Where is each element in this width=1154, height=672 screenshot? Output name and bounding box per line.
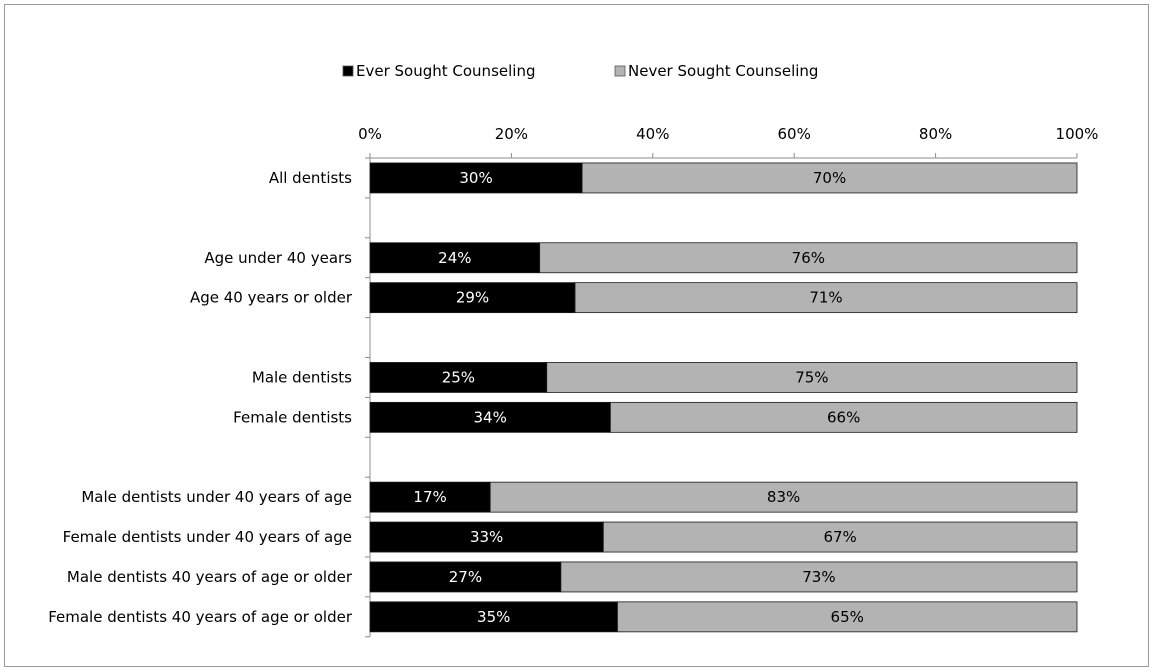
x-tick-label: 0% bbox=[358, 125, 382, 143]
legend: Ever Sought Counseling Never Sought Couns… bbox=[342, 62, 818, 80]
legend-label-2: Never Sought Counseling bbox=[628, 62, 818, 80]
bars: 30% 70% 24% 76% 29% 71% 25% 75% 34% 66% 17% 83% 33% 6… bbox=[369, 162, 1078, 633]
chart-frame bbox=[4, 4, 1149, 667]
data-label: 73% bbox=[802, 568, 835, 586]
bar-segment-ever bbox=[369, 521, 604, 553]
bar-segment-never bbox=[617, 601, 1078, 633]
category-label: Male dentists bbox=[252, 368, 352, 386]
bar-segment-never bbox=[489, 481, 1078, 513]
data-label: 27% bbox=[449, 568, 482, 586]
data-label: 33% bbox=[470, 528, 503, 546]
bar-segment-never bbox=[539, 242, 1078, 274]
data-label: 71% bbox=[809, 289, 842, 307]
x-tick-label: 80% bbox=[919, 125, 952, 143]
bar-segment-never bbox=[560, 561, 1078, 593]
data-label: 17% bbox=[413, 488, 446, 506]
x-tick-label: 100% bbox=[1056, 125, 1099, 143]
category-label: Female dentists under 40 years of age bbox=[63, 528, 352, 546]
bar-segment-ever bbox=[369, 242, 541, 274]
data-label: 76% bbox=[792, 249, 825, 267]
bar-segment-ever bbox=[369, 401, 611, 433]
bar-segment-never bbox=[581, 162, 1078, 194]
data-label: 65% bbox=[831, 608, 864, 626]
x-axis: 0% 20% 40% 60% 80% 100% bbox=[358, 125, 1099, 159]
data-label: 83% bbox=[767, 488, 800, 506]
data-label: 29% bbox=[456, 289, 489, 307]
legend-swatch-1 bbox=[342, 65, 354, 77]
category-label: Male dentists under 40 years of age bbox=[81, 488, 352, 506]
category-label: Female dentists 40 years of age or older bbox=[48, 608, 353, 626]
data-label: 66% bbox=[827, 408, 860, 426]
category-label: All dentists bbox=[269, 169, 352, 187]
category-label: Female dentists bbox=[233, 408, 352, 426]
category-label: Male dentists 40 years of age or older bbox=[67, 568, 353, 586]
data-label: 24% bbox=[438, 249, 471, 267]
bar-segment-ever bbox=[369, 601, 618, 633]
data-label: 67% bbox=[823, 528, 856, 546]
data-label: 30% bbox=[459, 169, 492, 187]
x-tick-label: 40% bbox=[636, 125, 669, 143]
bar-segment-never bbox=[546, 362, 1078, 393]
legend-label-1: Ever Sought Counseling bbox=[356, 62, 535, 80]
bar-segment-never bbox=[574, 282, 1078, 314]
y-axis: All dentists Age under 40 years Age 40 yea… bbox=[48, 157, 371, 638]
bar-segment-ever bbox=[369, 282, 576, 314]
data-label: 35% bbox=[477, 608, 510, 626]
bar-segment-ever bbox=[369, 362, 548, 393]
data-label: 34% bbox=[474, 408, 507, 426]
bar-segment-never bbox=[602, 521, 1078, 553]
data-label: 70% bbox=[813, 169, 846, 187]
x-tick-label: 20% bbox=[495, 125, 528, 143]
bar-segment-never bbox=[609, 401, 1078, 433]
data-label: 25% bbox=[442, 368, 475, 386]
bar-segment-ever bbox=[369, 481, 491, 513]
legend-swatch-2 bbox=[614, 65, 626, 77]
data-label: 75% bbox=[795, 368, 828, 386]
category-label: Age under 40 years bbox=[204, 249, 352, 267]
x-tick-label: 60% bbox=[778, 125, 811, 143]
category-label: Age 40 years or older bbox=[190, 289, 353, 307]
bar-segment-ever bbox=[369, 561, 562, 593]
